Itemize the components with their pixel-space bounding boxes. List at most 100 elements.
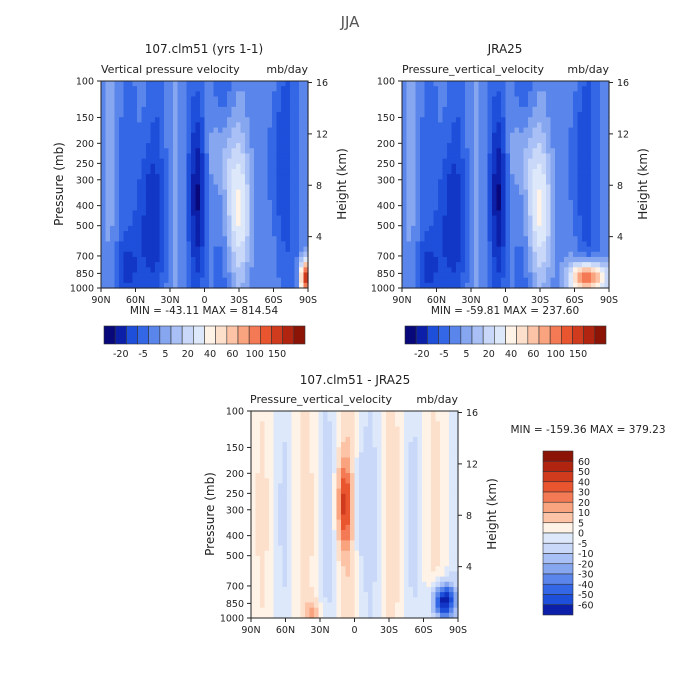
field-cell xyxy=(290,163,296,170)
field-cell xyxy=(456,158,462,165)
field-cell xyxy=(209,91,215,98)
field-cell xyxy=(164,251,170,258)
field-cell xyxy=(456,220,462,227)
field-cell xyxy=(168,106,174,113)
colorbar-label: 150 xyxy=(268,349,286,360)
field-cell xyxy=(218,215,224,222)
field-cell xyxy=(263,158,269,165)
field-cell xyxy=(559,112,565,118)
field-cell xyxy=(564,158,570,165)
field-cell xyxy=(341,592,347,598)
field-cell xyxy=(282,540,288,547)
field-cell xyxy=(582,272,588,279)
field-cell xyxy=(573,112,579,118)
field-cell xyxy=(141,194,147,201)
field-cell xyxy=(474,272,480,279)
field-cell xyxy=(492,127,498,134)
field-cell xyxy=(345,592,351,598)
field-cell xyxy=(254,210,260,217)
field-cell xyxy=(573,189,579,196)
field-cell xyxy=(305,478,311,485)
field-cell xyxy=(341,411,347,417)
field-cell xyxy=(451,148,457,155)
field-cell xyxy=(155,122,161,129)
field-cell xyxy=(496,241,502,248)
field-cell xyxy=(281,163,287,170)
field-cell xyxy=(273,602,279,609)
field-cell xyxy=(573,148,579,155)
field-cell xyxy=(345,462,351,469)
field-cell xyxy=(182,215,188,222)
field-cell xyxy=(519,106,525,113)
field-cell xyxy=(323,473,329,479)
field-cell xyxy=(272,256,278,263)
field-cell xyxy=(132,112,138,118)
field-cell xyxy=(213,225,219,232)
field-cell xyxy=(474,210,480,217)
field-cell xyxy=(433,272,439,279)
field-cell xyxy=(278,535,284,541)
field-cell xyxy=(290,225,296,232)
field-cell xyxy=(258,220,264,227)
plot-field xyxy=(402,81,610,289)
field-cell xyxy=(555,168,561,175)
field-cell xyxy=(487,236,493,243)
field-cell xyxy=(218,231,224,237)
field-cell xyxy=(105,163,111,170)
field-cell xyxy=(447,189,453,196)
field-cell xyxy=(119,241,125,248)
field-cell xyxy=(132,127,138,134)
field-cell xyxy=(415,205,421,211)
field-cell xyxy=(332,514,338,521)
field-cell xyxy=(478,246,484,253)
field-cell xyxy=(438,112,444,118)
field-cell xyxy=(577,168,583,175)
field-cell xyxy=(546,200,552,206)
field-cell xyxy=(582,168,588,175)
field-cell xyxy=(251,509,257,516)
field-cell xyxy=(141,127,147,134)
field-cell xyxy=(303,96,309,103)
field-cell xyxy=(496,246,502,253)
field-cell xyxy=(285,127,291,134)
field-cell xyxy=(573,86,579,92)
field-cell xyxy=(559,158,565,165)
field-cell xyxy=(345,581,351,588)
field-cell xyxy=(303,241,309,248)
field-cell xyxy=(577,106,583,113)
field-cell xyxy=(110,277,116,284)
field-cell xyxy=(291,509,297,516)
field-cell xyxy=(327,524,333,531)
field-cell xyxy=(415,163,421,170)
field-cell xyxy=(528,106,534,113)
field-cell xyxy=(287,535,293,541)
field-cell xyxy=(532,179,538,186)
field-cell xyxy=(469,200,475,206)
field-cell xyxy=(200,158,206,165)
field-cell xyxy=(294,153,300,160)
field-cell xyxy=(451,132,457,139)
field-cell xyxy=(245,220,251,227)
field-cell xyxy=(496,143,502,149)
field-cell xyxy=(204,117,210,123)
field-cell xyxy=(582,241,588,248)
field-cell xyxy=(137,86,143,92)
field-cell xyxy=(537,137,543,144)
field-cell xyxy=(150,91,156,98)
field-cell xyxy=(523,210,529,217)
field-cell xyxy=(465,267,471,274)
field-cell xyxy=(336,535,342,541)
field-cell xyxy=(433,91,439,98)
field-cell xyxy=(372,602,378,609)
field-cell xyxy=(438,153,444,160)
field-cell xyxy=(438,148,444,155)
field-cell xyxy=(332,478,338,485)
field-cell xyxy=(269,545,275,552)
field-cell xyxy=(137,96,143,103)
field-cell xyxy=(186,91,192,98)
field-cell xyxy=(287,550,293,557)
field-cell xyxy=(550,246,556,253)
field-cell xyxy=(600,225,606,232)
field-cell xyxy=(282,545,288,552)
field-cell xyxy=(474,241,480,248)
